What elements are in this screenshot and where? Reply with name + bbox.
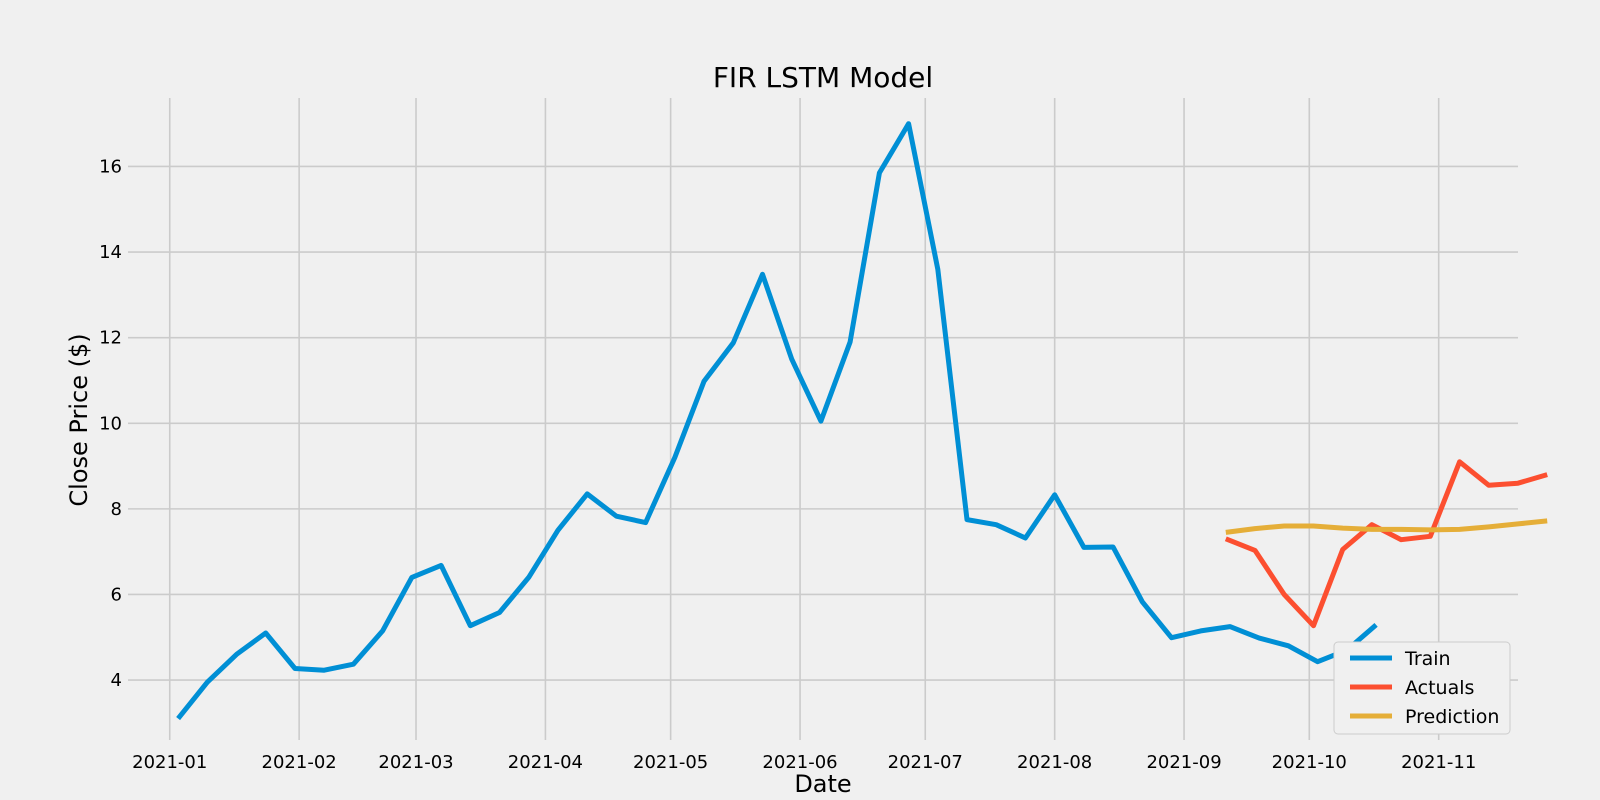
series-line-prediction	[1225, 518, 1548, 535]
y-tick-label: 10	[99, 413, 122, 434]
x-tick-label: 2021-11	[1401, 752, 1476, 773]
legend: Train Actuals Prediction	[1333, 641, 1511, 735]
series-line-actuals	[1224, 459, 1548, 629]
x-tick-label: 2021-03	[378, 752, 453, 773]
x-tick-label: 2021-09	[1146, 752, 1221, 773]
series-line-train	[176, 121, 1378, 721]
x-tick-label: 2021-06	[762, 752, 837, 773]
x-tick-label: 2021-07	[888, 752, 963, 773]
y-tick-label: 12	[99, 328, 122, 349]
x-tick-label: 2021-01	[132, 752, 207, 773]
x-tick-label: 2021-10	[1272, 752, 1347, 773]
y-tick-label: 6	[111, 584, 122, 605]
y-axis-label: Close Price ($)	[65, 333, 93, 506]
x-axis-ticks: 2021-01 2021-02 2021-03 2021-04 2021-05 2021-…	[132, 752, 1476, 773]
legend-label-actuals: Actuals	[1405, 677, 1474, 699]
legend-label-prediction: Prediction	[1405, 706, 1499, 728]
x-tick-label: 2021-08	[1017, 752, 1092, 773]
x-tick-label: 2021-02	[262, 752, 337, 773]
y-tick-label: 8	[111, 499, 122, 520]
series-lines	[176, 121, 1548, 721]
x-axis-label: Date	[794, 770, 851, 798]
y-tick-label: 16	[99, 156, 122, 177]
y-axis-ticks: 4 6 8 10 12 14 16	[99, 156, 122, 691]
x-tick-label: 2021-05	[633, 752, 708, 773]
y-tick-label: 14	[99, 242, 122, 263]
x-tick-label: 2021-04	[508, 752, 583, 773]
y-tick-label: 4	[111, 670, 122, 691]
chart-title: FIR LSTM Model	[713, 61, 933, 94]
legend-frame	[1333, 641, 1511, 735]
legend-label-train: Train	[1404, 648, 1451, 670]
